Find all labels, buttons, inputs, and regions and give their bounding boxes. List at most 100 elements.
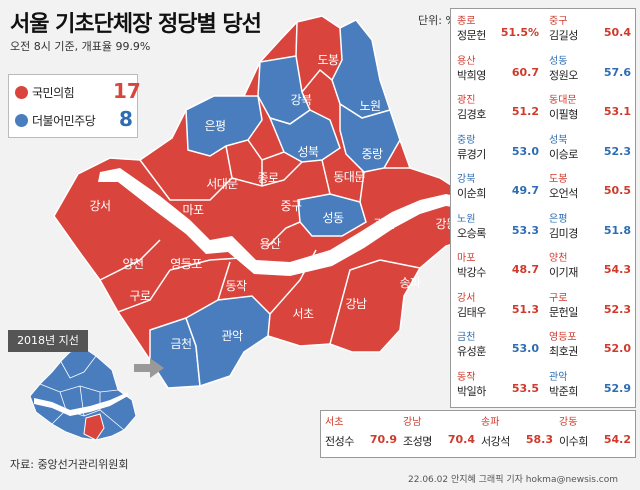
result-district: 강동	[559, 417, 578, 428]
result-candidate: 박희영	[457, 68, 486, 82]
source-note: 자료: 중앙선거관리위원회	[10, 458, 129, 471]
inset-title: 2018년 지선	[8, 330, 88, 352]
map-label-seongbuk: 성북	[297, 145, 319, 159]
legend-party-name: 국민의힘	[32, 85, 75, 100]
result-candidate: 류경기	[457, 147, 486, 161]
result-candidate: 오승록	[457, 226, 486, 240]
result-cell: 강북 이순희 49.7	[451, 168, 543, 204]
result-percent: 52.9	[603, 381, 631, 395]
result-cell: 동대문 이필형 53.1	[543, 89, 635, 125]
map-label-gangnam: 강남	[345, 297, 367, 311]
result-percent: 50.5	[603, 184, 631, 197]
result-cell: 동작 박일하 53.5	[451, 366, 543, 402]
result-district: 관악	[549, 371, 568, 383]
bottom-result-cell: 강남 조성명 70.4	[399, 411, 477, 457]
result-candidate: 최호권	[549, 345, 578, 358]
result-percent: 53.0	[511, 144, 539, 158]
subtitle: 오전 8시 기준, 개표율 99.9%	[10, 40, 151, 53]
map-label-jungnang: 중랑	[361, 147, 383, 161]
map-label-gwangjin: 광진	[373, 217, 394, 231]
result-candidate: 이기재	[549, 266, 578, 279]
result-district: 구로	[549, 292, 568, 304]
result-district: 마포	[457, 253, 476, 264]
map-label-jongno: 종로	[257, 171, 279, 185]
map-label-dobong: 도봉	[317, 53, 339, 67]
map-label-seocho: 서초	[292, 307, 314, 321]
result-percent: 48.7	[511, 263, 539, 276]
legend-count-ppp: 17	[113, 79, 141, 103]
result-district: 용산	[457, 55, 476, 67]
result-cell: 노원 오승록 53.3	[451, 208, 543, 244]
result-candidate: 정문헌	[457, 29, 486, 42]
result-district: 금천	[457, 332, 476, 343]
result-district: 종로	[457, 16, 476, 27]
result-cell: 중구 김길성 50.4	[543, 10, 635, 46]
map-labels: 도봉 강북 노원 은평 성북 중랑 서대문 종로 동대문 강서 마포 중구 성동…	[89, 53, 457, 351]
result-percent: 60.7	[511, 65, 539, 79]
map-label-geumcheon: 금천	[170, 336, 191, 351]
map-label-gwanak: 관악	[221, 329, 243, 343]
result-district: 강남	[403, 417, 422, 428]
bottom-results-table: 서초 전성수 70.9 강남 조성명 70.4 송파 서강석 58.3 강동 이수희 54.2	[320, 410, 636, 458]
result-district: 성북	[549, 134, 568, 146]
legend-item-ppp: 국민의힘	[15, 81, 75, 103]
result-district: 동작	[457, 371, 476, 383]
result-district: 중구	[549, 16, 568, 27]
dem-dot-icon	[15, 113, 28, 127]
result-candidate: 전성수	[325, 435, 354, 448]
result-percent: 54.3	[603, 263, 631, 276]
result-candidate: 박일하	[457, 384, 486, 398]
result-district: 영등포	[549, 332, 577, 343]
page-title: 서울 기초단체장 정당별 당선	[10, 12, 262, 37]
result-percent: 70.4	[447, 433, 475, 446]
map-label-gangseo: 강서	[89, 199, 110, 213]
map-label-eunpyeong: 은평	[204, 119, 225, 133]
district-seongbuk	[268, 109, 341, 163]
map-label-yongsan: 용산	[259, 237, 281, 251]
result-percent: 51.8	[603, 223, 631, 237]
result-candidate: 오언석	[549, 187, 578, 200]
result-candidate: 이수희	[559, 435, 588, 448]
result-candidate: 김길성	[549, 29, 578, 42]
legend-item-dem: 더불어민주당	[15, 109, 96, 131]
result-cell: 성북 이승로 52.3	[543, 129, 635, 165]
district-gwanak	[185, 295, 271, 388]
bottom-result-cell: 강동 이수희 54.2	[555, 411, 633, 457]
result-district: 성동	[549, 55, 568, 67]
result-candidate: 이승로	[549, 147, 578, 161]
result-percent: 53.3	[511, 223, 539, 237]
result-candidate: 박강수	[457, 266, 486, 279]
result-cell: 도봉 오언석 50.5	[543, 168, 635, 204]
han-river	[98, 168, 472, 276]
result-cell: 성동 정원오 57.6	[543, 50, 635, 86]
result-percent: 51.5%	[500, 26, 539, 39]
result-district: 서초	[325, 417, 344, 428]
map-label-mapo: 마포	[182, 203, 204, 217]
map-label-songpa: 송파	[399, 276, 421, 290]
result-cell: 관악 박준희 52.9	[543, 366, 635, 402]
result-percent: 53.0	[511, 342, 539, 355]
result-cell: 영등포 최호권 52.0	[543, 326, 635, 362]
result-candidate: 정원오	[549, 68, 578, 82]
bottom-result-cell: 송파 서강석 58.3	[477, 411, 555, 457]
map-label-dongdaemun: 동대문	[333, 170, 365, 184]
bottom-result-cell: 서초 전성수 70.9	[321, 411, 399, 457]
result-cell: 강서 김태우 51.3	[451, 287, 543, 323]
results-table: 종로 정문헌 51.5% 중구 김길성 50.4 용산 박희영 60.7 성동 정원오 57.6 광진 김…	[450, 8, 636, 408]
legend: 국민의힘 17 더불어민주당 8	[8, 74, 141, 138]
map-label-gangbuk: 강북	[290, 93, 312, 107]
result-cell: 광진 김경호 51.2	[451, 89, 543, 125]
result-candidate: 문헌일	[549, 305, 578, 319]
result-percent: 52.3	[603, 302, 631, 316]
map-label-yangcheon: 양천	[122, 256, 143, 271]
result-district: 강북	[457, 174, 476, 185]
map-label-dongjak: 동작	[225, 279, 247, 293]
result-percent: 58.3	[525, 433, 553, 446]
result-candidate: 이순희	[457, 187, 486, 200]
result-candidate: 유성훈	[457, 345, 486, 358]
result-candidate: 서강석	[481, 435, 510, 448]
